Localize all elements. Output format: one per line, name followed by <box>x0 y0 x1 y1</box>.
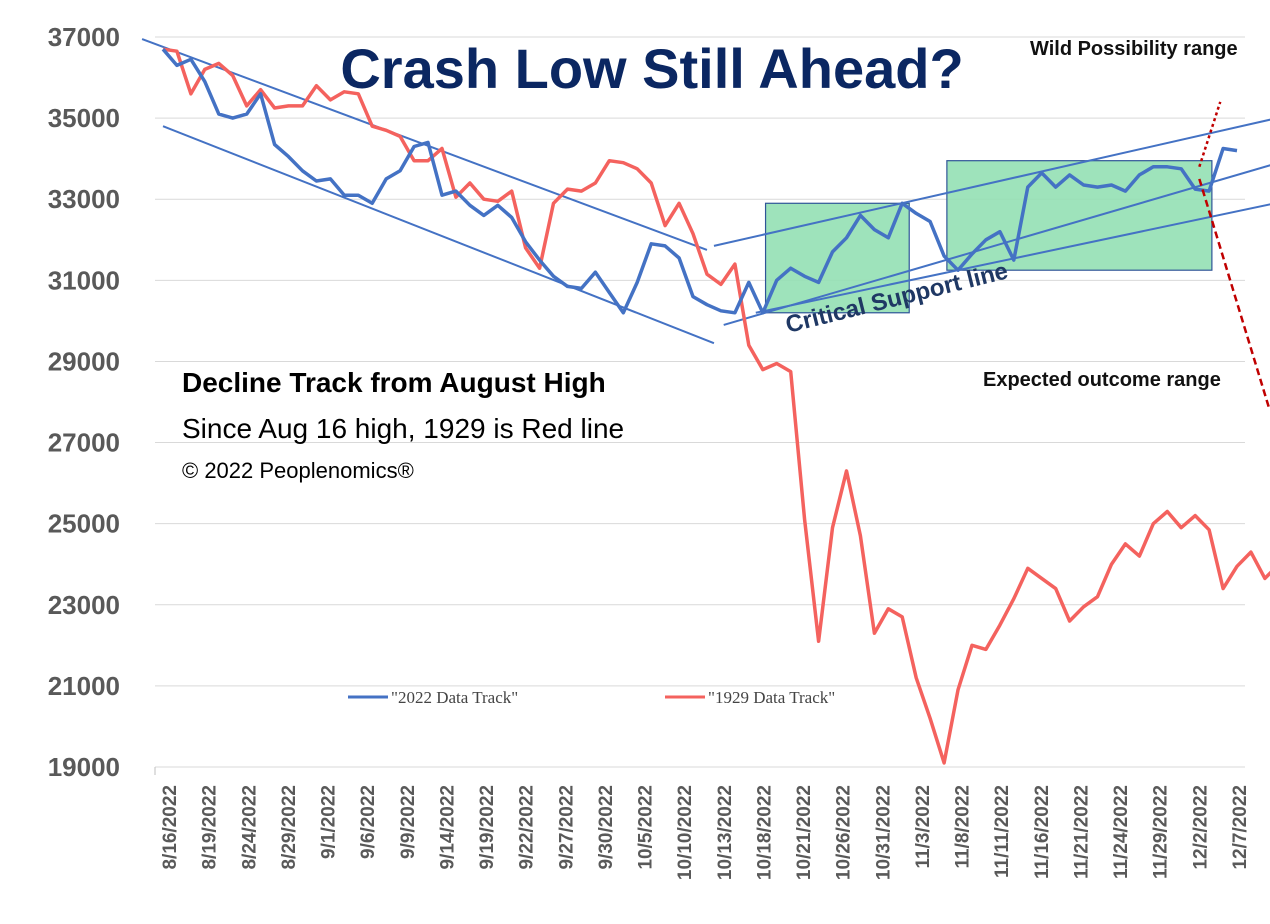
x-tick-label: 8/24/2022 <box>239 785 260 870</box>
x-tick-label: 11/16/2022 <box>1032 785 1053 879</box>
shaded-box-1 <box>764 202 910 314</box>
y-tick-label: 27000 <box>48 428 120 458</box>
x-tick-label: 11/21/2022 <box>1071 785 1092 879</box>
y-tick-label: 19000 <box>48 752 120 782</box>
legend: "2022 Data Track" "1929 Data Track" <box>348 688 835 707</box>
x-tick-label: 9/14/2022 <box>437 785 458 870</box>
x-tick-label: 10/26/2022 <box>834 785 855 880</box>
wild-range-label: Wild Possibility range <box>1030 38 1238 60</box>
y-tick-label: 25000 <box>48 509 120 539</box>
x-tick-label: 8/19/2022 <box>200 785 221 870</box>
x-tick-label: 10/10/2022 <box>675 785 696 880</box>
x-tick-label: 10/5/2022 <box>636 785 657 870</box>
expected-outcome-projection <box>1198 178 1270 409</box>
y-tick-label: 29000 <box>48 346 120 376</box>
x-tick-label: 8/16/2022 <box>160 785 181 870</box>
x-tick-label: 11/11/2022 <box>992 785 1013 878</box>
x-tick-label: 12/2/2022 <box>1190 785 1211 870</box>
x-tick-label: 9/22/2022 <box>517 785 538 870</box>
x-tick-label: 9/6/2022 <box>358 785 379 859</box>
channel-upper <box>713 118 1270 247</box>
series-2022-line <box>161 48 1238 315</box>
shaded-boxes <box>764 160 1213 314</box>
x-tick-label: 9/19/2022 <box>477 785 498 870</box>
x-tick-label: 9/1/2022 <box>319 785 340 859</box>
projection-lines <box>1198 101 1270 409</box>
x-tick-label: 11/29/2022 <box>1151 785 1172 879</box>
subtitle-line-2: Since Aug 16 high, 1929 is Red line <box>182 413 624 444</box>
legend-label-1929: "1929 Data Track" <box>708 688 835 707</box>
x-tick-label: 11/3/2022 <box>913 785 934 868</box>
y-tick-label: 33000 <box>48 184 120 214</box>
series-group <box>161 47 1270 765</box>
subtitle-line-1: Decline Track from August High <box>182 367 606 398</box>
x-tick-label: 9/27/2022 <box>556 785 577 870</box>
y-tick-label: 31000 <box>48 265 120 295</box>
chart-title: Crash Low Still Ahead? <box>340 37 963 100</box>
channel-lower <box>755 203 1270 314</box>
series-1929-line <box>162 47 1270 765</box>
y-tick-label: 37000 <box>48 22 120 52</box>
x-tick-label: 10/13/2022 <box>715 785 736 880</box>
subtitle-line-3: © 2022 Peoplenomics® <box>182 458 414 483</box>
x-tick-label: 10/18/2022 <box>754 785 775 880</box>
x-tick-label: 11/8/2022 <box>953 785 974 868</box>
x-tick-label: 9/9/2022 <box>398 785 419 859</box>
wild-possibility-projection <box>1198 101 1222 168</box>
shaded-box-2 <box>946 160 1213 271</box>
expected-range-label: Expected outcome range <box>983 369 1221 391</box>
x-axis: 8/16/2022 8/19/2022 8/24/2022 8/29/2022 9/1/… <box>160 785 1251 880</box>
x-tick-label: 11/24/2022 <box>1111 785 1132 879</box>
x-tick-label: 12/7/2022 <box>1230 785 1251 870</box>
x-tick-label: 10/21/2022 <box>794 785 815 880</box>
gridlines <box>154 36 1245 775</box>
downtrend-lower <box>162 125 715 345</box>
y-axis: 37000 35000 33000 31000 29000 27000 25000 23000… <box>48 22 120 782</box>
x-tick-label: 9/30/2022 <box>596 785 617 870</box>
y-tick-label: 35000 <box>48 103 120 133</box>
y-tick-label: 23000 <box>48 590 120 620</box>
x-tick-label: 8/29/2022 <box>279 785 300 870</box>
legend-label-2022: "2022 Data Track" <box>391 688 518 707</box>
x-tick-label: 10/31/2022 <box>873 785 894 880</box>
y-tick-label: 21000 <box>48 671 120 701</box>
